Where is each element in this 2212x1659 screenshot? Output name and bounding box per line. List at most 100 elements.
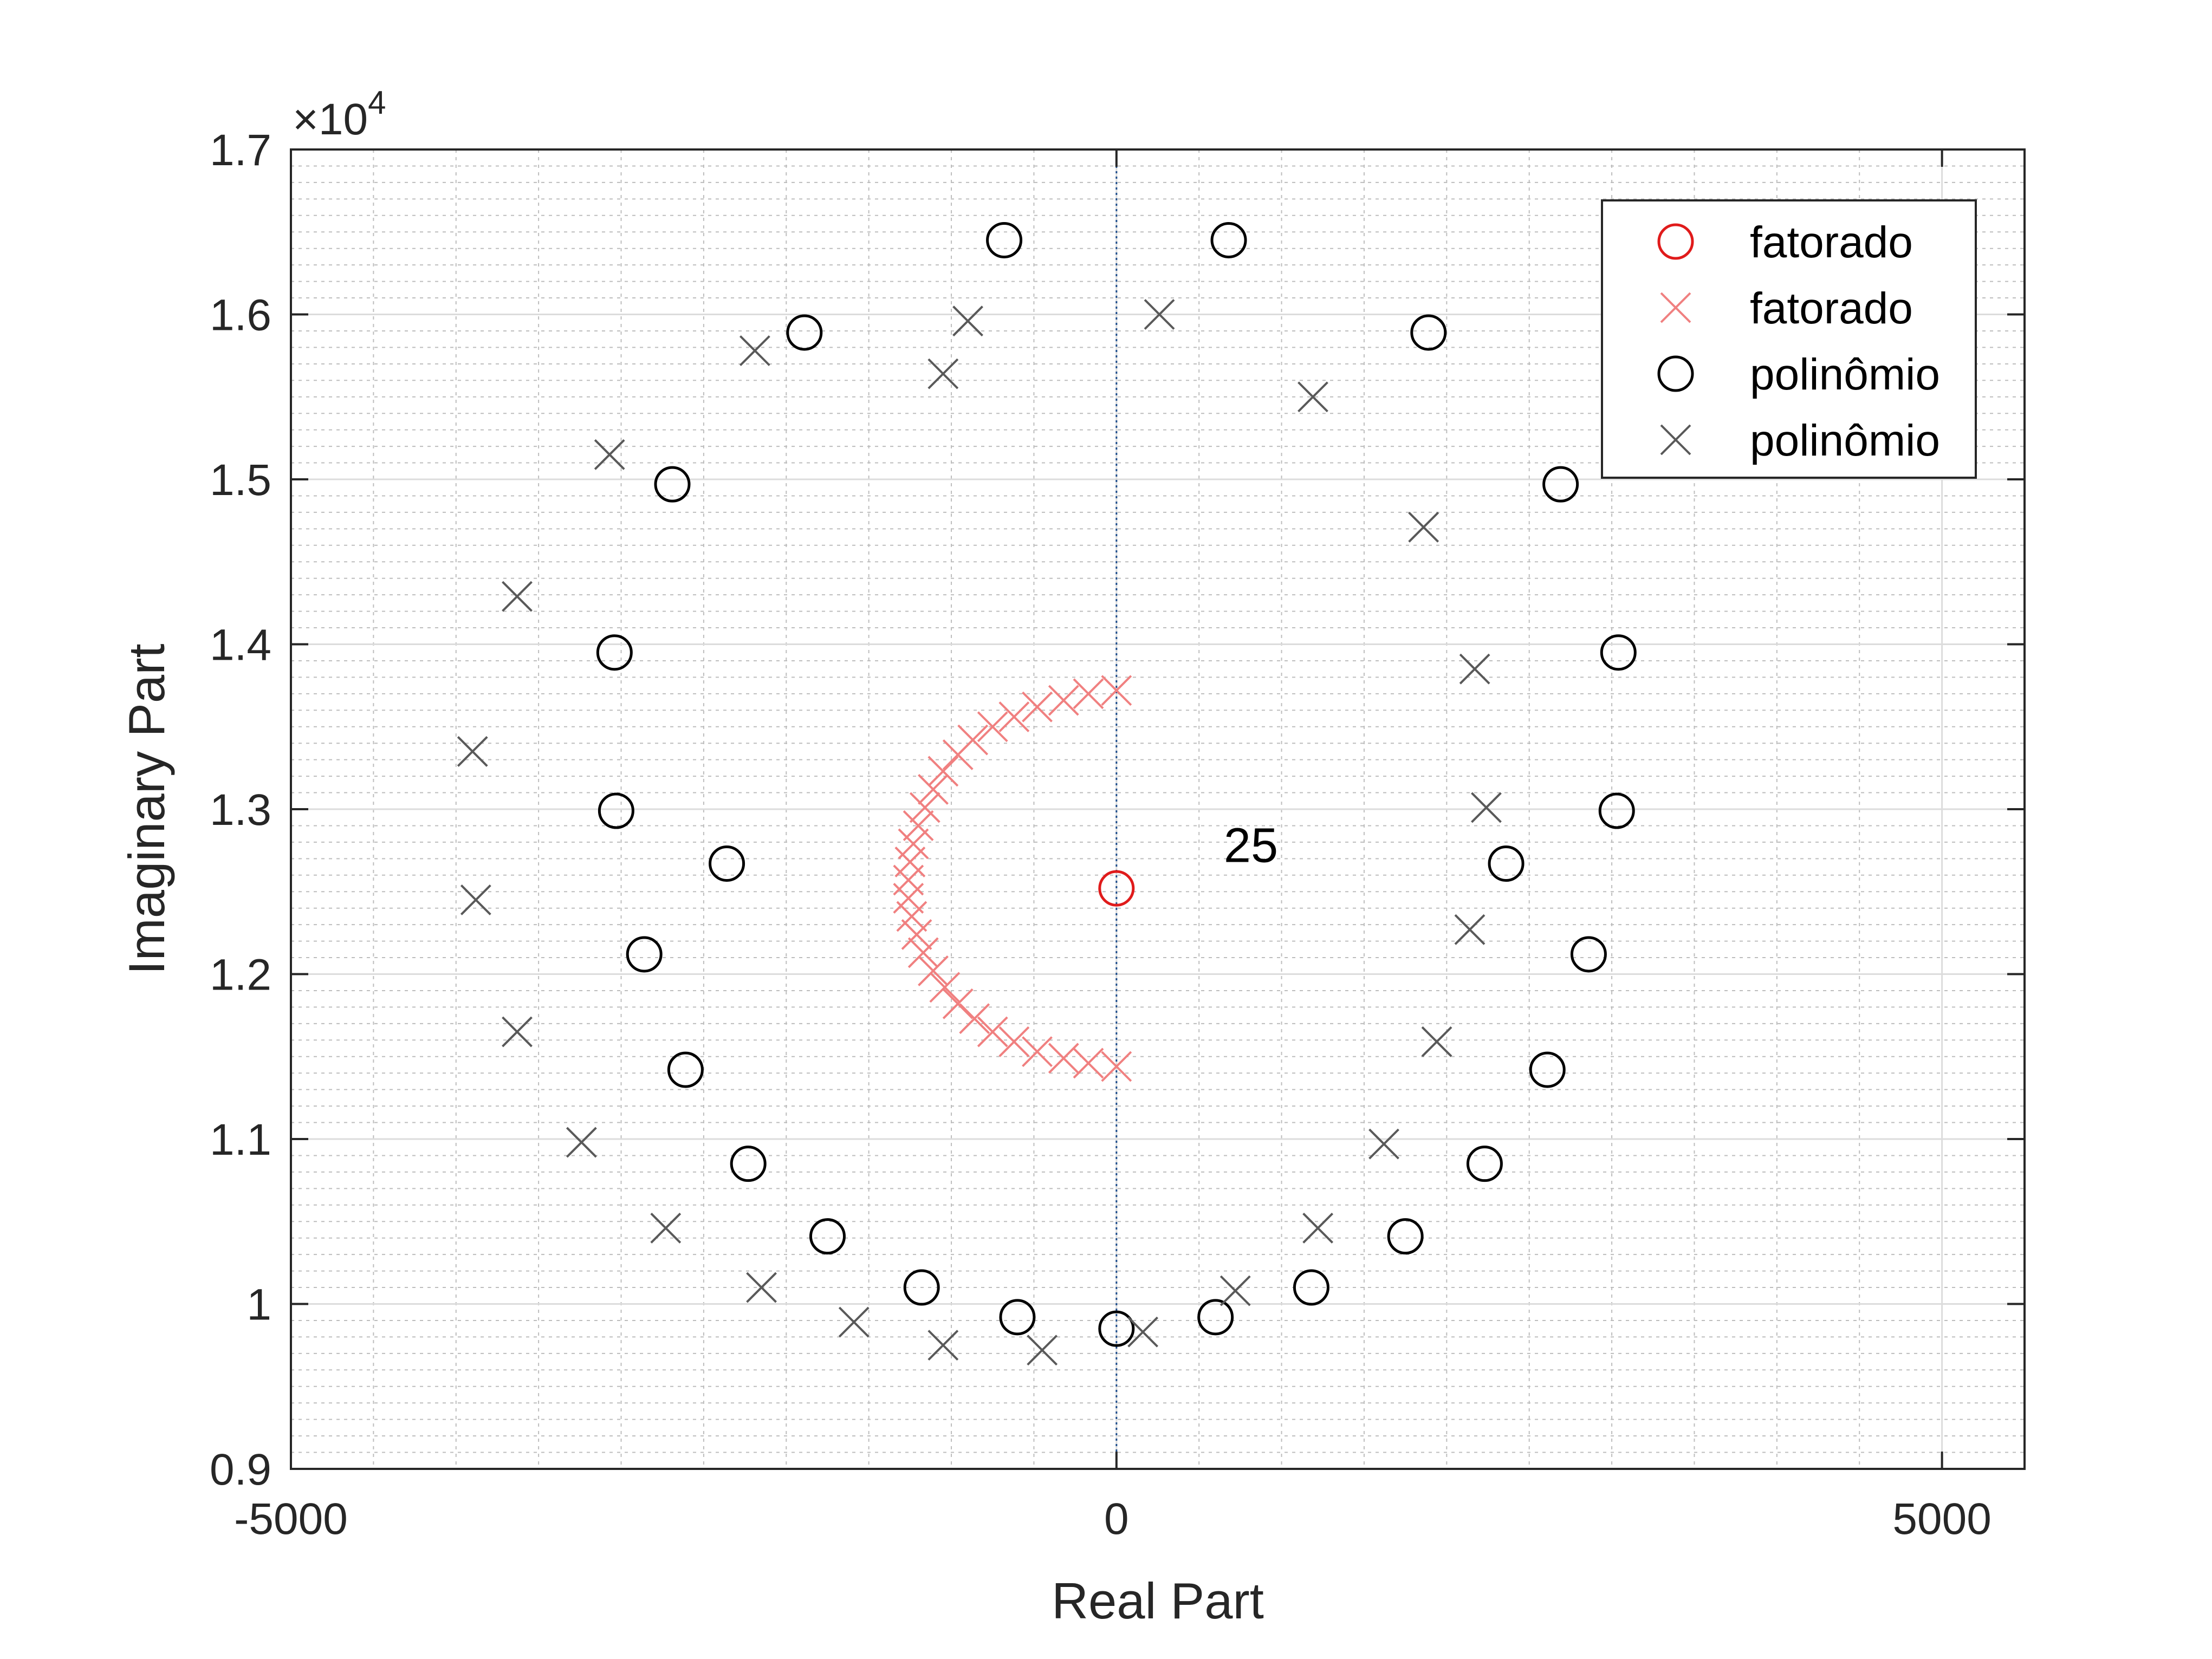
cross-marker — [1027, 1335, 1058, 1366]
cross-marker — [977, 711, 1008, 743]
cross-marker — [1298, 381, 1328, 413]
y-axis-label: Imaginary Part — [118, 643, 175, 974]
circle-marker — [1410, 314, 1447, 351]
circle-marker — [1210, 222, 1247, 258]
circle-marker — [809, 1218, 846, 1255]
series-1 — [893, 675, 1132, 1082]
cross-marker — [1101, 675, 1132, 706]
y-tick-label: 1.4 — [210, 621, 271, 670]
cross-marker — [927, 756, 959, 787]
cross-marker — [1101, 1051, 1132, 1082]
cross-marker — [1368, 1128, 1399, 1160]
cross-marker — [746, 1272, 777, 1303]
cross-marker — [1471, 792, 1502, 823]
cross-marker — [918, 774, 949, 805]
legend-marker — [1660, 292, 1691, 323]
y-tick-label: 1.7 — [210, 126, 271, 175]
cross-marker — [1048, 1043, 1079, 1074]
y-tick-label: 1.3 — [210, 785, 271, 835]
circle-marker — [730, 1146, 767, 1182]
data-series — [457, 222, 1637, 1366]
cross-marker — [502, 1016, 533, 1048]
x-tick-label: 5000 — [1892, 1494, 1991, 1544]
circle-marker — [999, 1299, 1036, 1336]
cross-marker — [927, 1330, 959, 1361]
cross-marker — [998, 701, 1030, 732]
cross-marker — [901, 919, 932, 950]
cross-marker — [1408, 511, 1439, 543]
cross-marker — [927, 358, 959, 389]
series-2 — [596, 222, 1637, 1347]
y-tick-labels: 0.9 1 1.1 1.2 1.3 1.4 1.5 1.6 1.7 — [210, 126, 271, 1494]
cross-marker — [1219, 1275, 1251, 1306]
circle-marker — [1488, 845, 1525, 882]
cross-marker — [650, 1213, 682, 1244]
cross-marker — [918, 955, 949, 986]
x-tick-label: 0 — [1104, 1494, 1129, 1544]
cross-marker — [1073, 1048, 1104, 1079]
y-tick-label: 1.1 — [210, 1115, 271, 1164]
circle-marker — [709, 845, 745, 882]
y-exponent-label: ×104 — [293, 84, 386, 144]
cross-marker — [942, 988, 974, 1019]
cross-marker — [1127, 1316, 1158, 1348]
circle-marker — [1098, 870, 1135, 907]
legend-marker — [1657, 223, 1694, 260]
circle-marker — [1098, 1310, 1135, 1347]
circle-marker — [786, 314, 823, 351]
circle-marker — [1293, 1269, 1329, 1306]
cross-marker — [594, 439, 625, 470]
circle-marker — [1197, 1299, 1234, 1336]
cross-marker — [893, 883, 924, 914]
circle-marker — [1542, 466, 1579, 503]
series-3 — [457, 299, 1502, 1366]
cross-marker — [566, 1127, 597, 1158]
circle-marker — [598, 792, 634, 829]
cross-marker — [952, 305, 983, 337]
cross-marker — [739, 335, 770, 366]
cross-marker — [1421, 1026, 1452, 1057]
y-tick-label: 0.9 — [210, 1445, 271, 1494]
y-tick-label: 1 — [247, 1280, 271, 1330]
cross-marker — [898, 828, 929, 860]
y-tick-label: 1.2 — [210, 951, 271, 1000]
cross-marker — [1022, 1036, 1053, 1068]
cross-marker — [457, 736, 488, 767]
cross-marker — [903, 810, 934, 841]
legend-box — [1601, 199, 1977, 479]
legend-label: fatorado — [1750, 284, 1913, 333]
cross-marker — [959, 1003, 990, 1035]
cross-marker — [838, 1306, 870, 1338]
cross-marker — [998, 1026, 1030, 1057]
cross-marker — [977, 1016, 1008, 1048]
y-tick-label: 1.5 — [210, 456, 271, 505]
legend-label: polinômio — [1750, 350, 1940, 399]
circle-marker — [596, 634, 633, 671]
circle-marker — [1570, 936, 1607, 973]
circle-marker — [1600, 634, 1637, 671]
legend-marker — [1657, 355, 1694, 392]
series-0 — [1098, 870, 1135, 907]
cross-marker — [1144, 299, 1175, 330]
cross-marker — [942, 739, 974, 770]
axis-ticks — [290, 148, 2025, 1470]
cross-marker — [460, 884, 491, 915]
circle-marker — [986, 222, 1023, 258]
annotation-label: 25 — [1224, 818, 1278, 873]
cross-marker — [1459, 653, 1490, 685]
legend-marker — [1660, 424, 1691, 456]
cross-marker — [896, 901, 927, 932]
y-tick-label: 1.6 — [210, 291, 271, 340]
legend-label: polinômio — [1750, 416, 1940, 465]
circle-marker — [903, 1269, 940, 1306]
circle-marker — [1466, 1146, 1503, 1182]
x-tick-label: -5000 — [234, 1494, 348, 1544]
legend-label: fatorado — [1750, 218, 1913, 267]
cross-marker — [1073, 678, 1104, 710]
circle-marker — [1529, 1051, 1566, 1088]
x-tick-labels: -5000 0 5000 — [234, 1494, 1992, 1544]
circle-marker — [1387, 1218, 1424, 1255]
circle-marker — [654, 466, 691, 503]
cross-marker — [1302, 1213, 1334, 1244]
